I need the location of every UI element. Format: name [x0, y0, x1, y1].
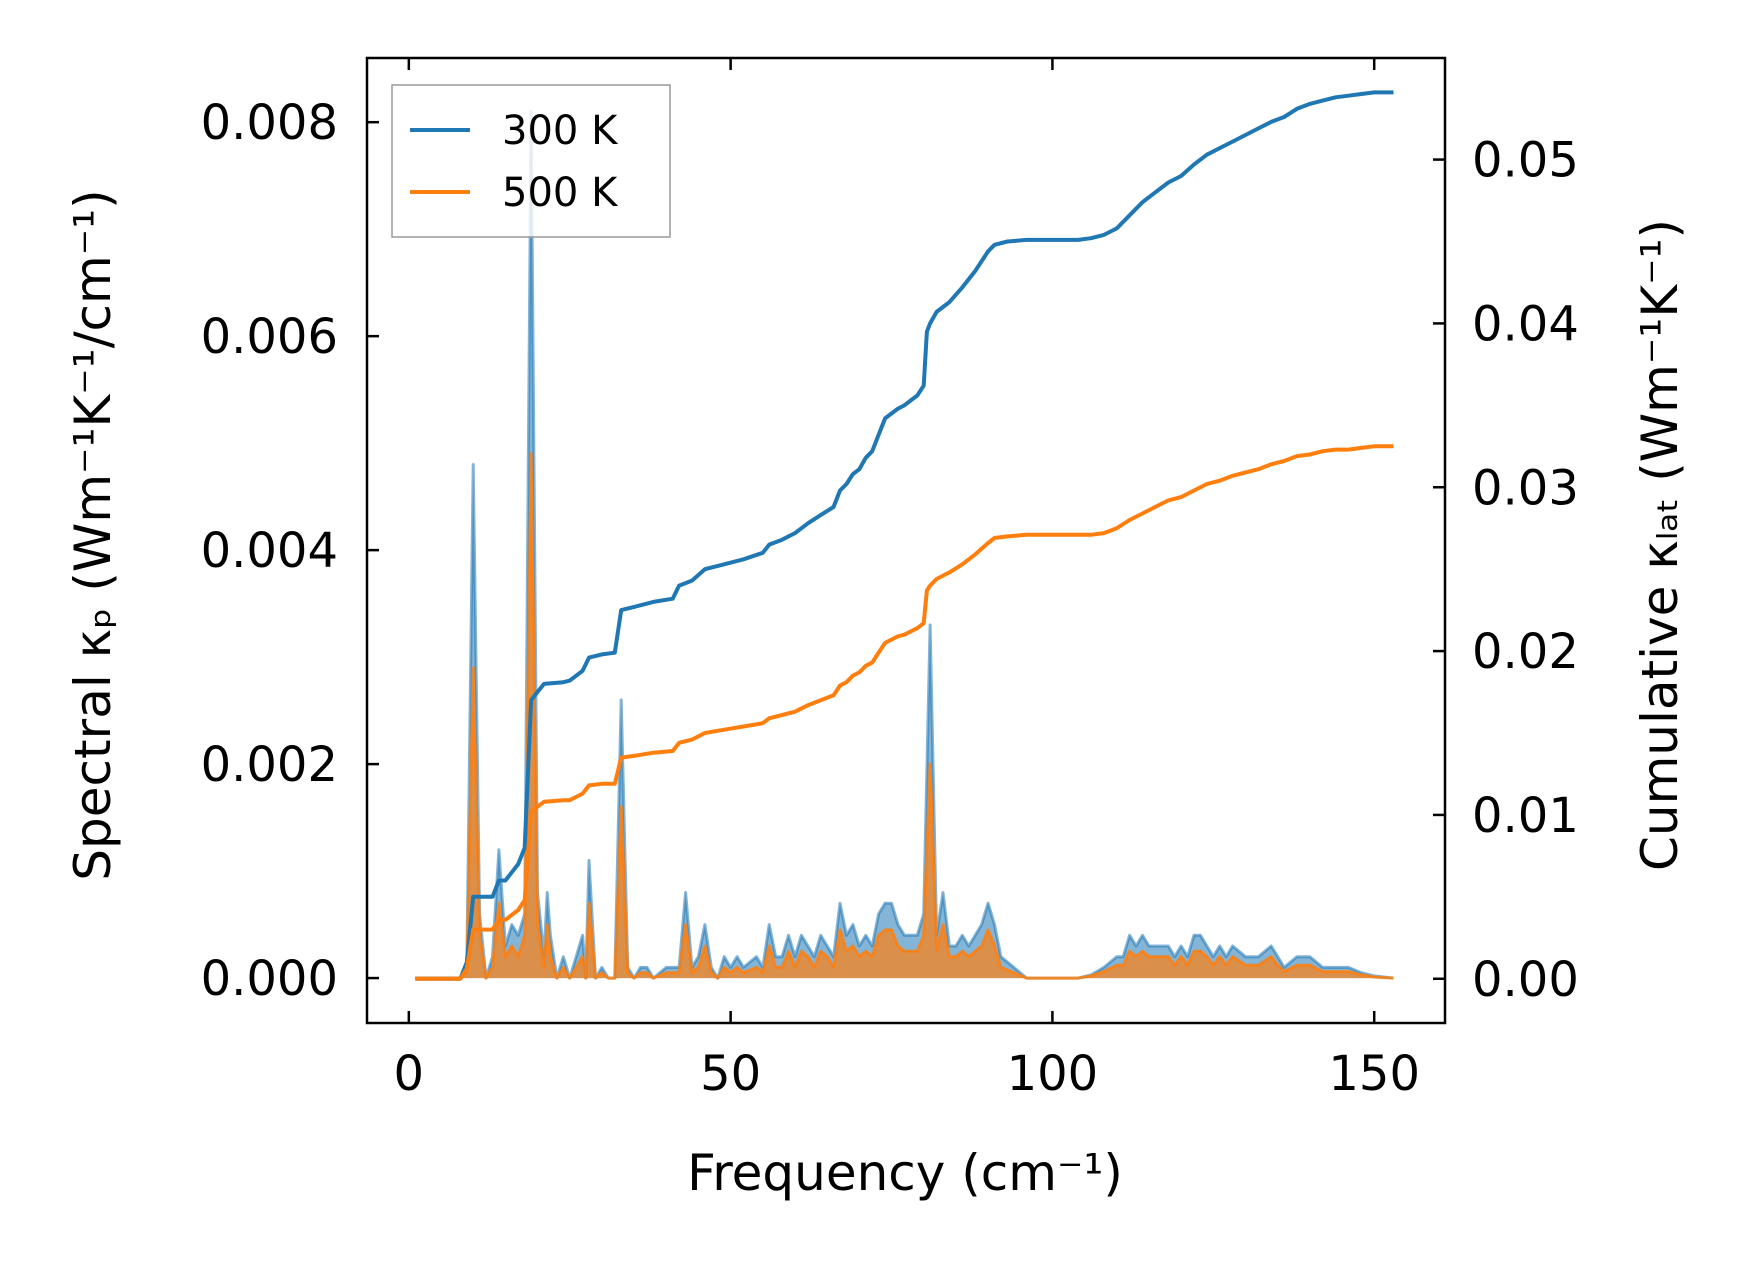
y-left-tick-label: 0.006 — [201, 309, 338, 365]
cumulative-lines — [415, 90, 1394, 981]
x-tick-label: 50 — [700, 1046, 761, 1102]
legend-label-300k: 300 K — [502, 108, 619, 154]
y-left-tick-label: 0.000 — [201, 951, 338, 1007]
y-left-axis-label: Spectral κₚ (Wm⁻¹K⁻¹/cm⁻¹) — [64, 189, 122, 880]
legend-label-500k: 500 K — [502, 170, 619, 216]
y-right-tick-labels: 0.00 0.01 0.02 0.03 0.04 0.05 — [1472, 133, 1579, 1008]
y-right-tick-label: 0.05 — [1472, 133, 1579, 189]
cumulative-line-300k — [415, 90, 1394, 981]
x-axis-label: Frequency (cm⁻¹) — [687, 1144, 1123, 1202]
spectral-lines — [415, 110, 1394, 980]
x-tick-label: 0 — [394, 1046, 425, 1102]
y-right-tick-label: 0.03 — [1472, 460, 1579, 516]
y-right-axis-label: Cumulative κₗₐₜ (Wm⁻¹K⁻¹) — [1631, 219, 1689, 871]
cumulative-line-500k — [415, 444, 1394, 981]
y-left-tick-label: 0.004 — [201, 523, 338, 579]
y-right-tick-label: 0.04 — [1472, 296, 1579, 352]
legend: 300 K 500 K — [391, 84, 671, 238]
spectral-line-500k — [415, 452, 1394, 980]
axis-ticks — [367, 58, 1445, 1023]
y-left-tick-label: 0.008 — [201, 95, 338, 151]
legend-frame — [391, 84, 671, 238]
y-right-tick-label: 0.02 — [1472, 624, 1579, 680]
plot-frame — [365, 56, 1447, 1025]
x-tick-label: 150 — [1328, 1046, 1420, 1102]
x-tick-label: 100 — [1007, 1046, 1099, 1102]
y-left-tick-labels: 0.000 0.002 0.004 0.006 0.008 — [201, 95, 338, 1007]
y-left-tick-label: 0.002 — [201, 737, 338, 793]
y-right-tick-label: 0.00 — [1472, 952, 1579, 1008]
y-right-tick-label: 0.01 — [1472, 788, 1579, 844]
spectral-line-300k — [415, 110, 1394, 980]
x-tick-labels: 0 50 100 150 — [394, 1046, 1420, 1102]
